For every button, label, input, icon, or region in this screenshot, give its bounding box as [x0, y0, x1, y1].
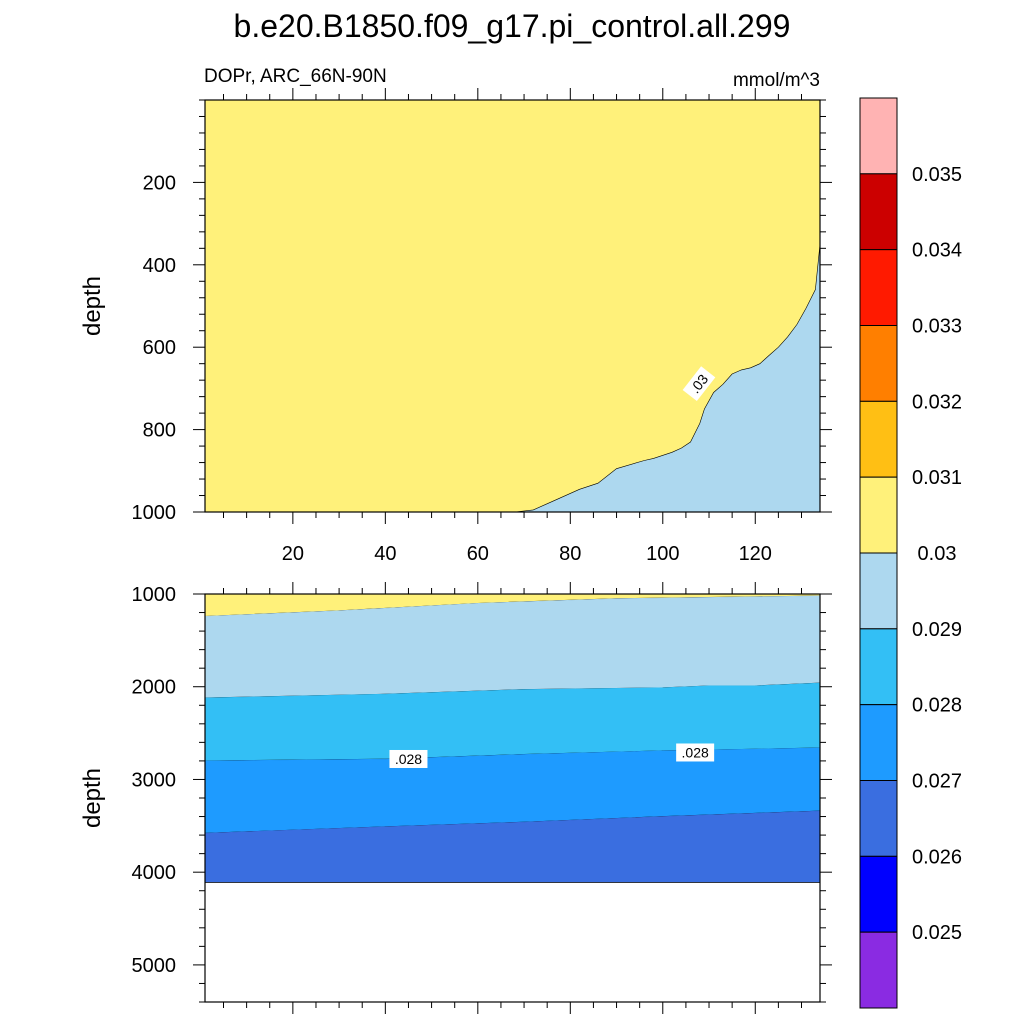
contour-region [514, 244, 821, 513]
y-tick-label: 600 [143, 337, 176, 359]
y-tick-label: 200 [143, 172, 176, 194]
y-tick-label: 4000 [132, 862, 177, 884]
contour-label-bg [682, 366, 716, 402]
y-axis-label: depth [79, 768, 106, 828]
colorbar-label: 0.026 [912, 846, 962, 868]
colorbar-swatch [859, 931, 898, 1009]
y-tick-label: 800 [143, 420, 176, 442]
colorbar-swatch [859, 628, 898, 706]
colorbar-label: 0.025 [912, 922, 962, 944]
colorbar-label: 0.034 [912, 240, 962, 262]
y-tick-label: 400 [143, 255, 176, 277]
colorbar-swatch [859, 97, 898, 175]
colorbar-swatch [859, 476, 898, 554]
y-tick-label: 3000 [132, 769, 177, 791]
x-tick-label: 120 [739, 543, 772, 565]
contour-label: .028 [395, 751, 422, 767]
colorbar-label: 0.035 [912, 164, 962, 186]
colorbar-label: 0.028 [912, 695, 962, 717]
chart-title: b.e20.B1850.f09_g17.pi_control.all.299 [234, 8, 791, 44]
colorbar-swatch [859, 704, 898, 782]
y-tick-label: 5000 [132, 955, 177, 977]
x-tick-label: 80 [559, 543, 581, 565]
colorbar-swatch [859, 855, 898, 933]
colorbar-swatch [859, 552, 898, 630]
colorbar-swatch [859, 400, 898, 478]
colorbar-label: 0.029 [912, 619, 962, 641]
y-tick-label: 1000 [132, 502, 177, 524]
colorbar-swatch [859, 780, 898, 857]
colorbar-swatch [859, 173, 898, 251]
colorbar-label: 0.032 [912, 391, 962, 413]
contour-label: .028 [682, 744, 709, 760]
contour-label-bg [389, 749, 428, 768]
variable-label: DOPr, ARC_66N-90N [204, 66, 387, 87]
colorbar-swatch [859, 249, 898, 327]
contour-label-bg [676, 743, 715, 762]
colorbar-label: 0.03 [918, 543, 957, 565]
lower-depth-panel: 1000 2000 3000 4000 5000 depth .028 .028 [79, 582, 832, 1014]
colorbar-label: 0.027 [912, 771, 962, 793]
x-tick-label: 20 [282, 543, 304, 565]
y-tick-label: 1000 [132, 584, 177, 606]
colorbar-swatch [859, 325, 898, 402]
colorbar-label: 0.031 [912, 467, 962, 489]
x-tick-label: 40 [374, 543, 396, 565]
plot-frame [204, 99, 821, 513]
colorbar: 0.025 0.026 0.027 0.028 0.029 0.03 0.031 0.032 0… [859, 97, 962, 1009]
y-tick-label: 2000 [132, 677, 177, 699]
y-axis-label: depth [79, 276, 106, 336]
units-label: mmol/m^3 [733, 70, 820, 91]
x-tick-label: 60 [467, 543, 489, 565]
colorbar-label: 0.033 [912, 316, 962, 338]
x-tick-label: 100 [646, 543, 679, 565]
